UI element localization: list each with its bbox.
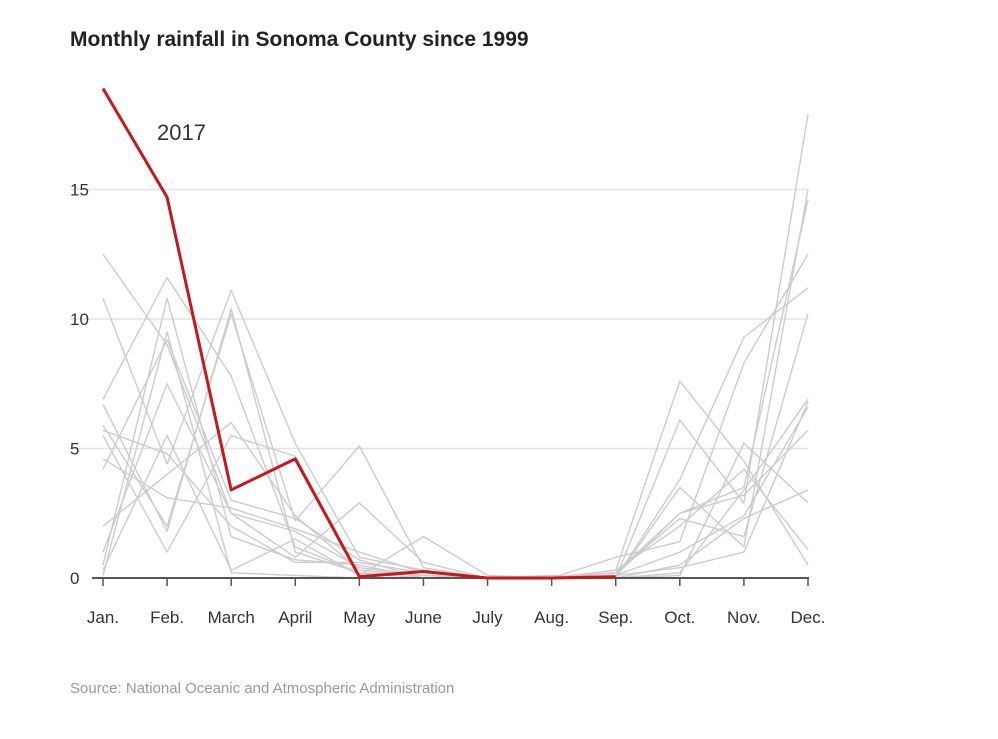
x-tick-label: April: [278, 608, 312, 627]
x-tick-label: Nov.: [727, 608, 761, 627]
x-tick-label: Feb.: [150, 608, 184, 627]
series-line-background: [102, 276, 809, 579]
background-series: [102, 114, 809, 579]
series-line-background: [102, 289, 809, 579]
series-label-2017: 2017: [157, 120, 206, 145]
x-tick-label: June: [405, 608, 442, 627]
x-axis: [92, 577, 809, 586]
x-tick-label: Oct.: [664, 608, 695, 627]
y-tick-label: 10: [70, 310, 89, 329]
chart-title: Monthly rainfall in Sonoma County since …: [70, 28, 529, 51]
highlight-series: [101, 87, 616, 580]
y-tick-label: 5: [70, 440, 79, 459]
x-tick-label: May: [343, 608, 376, 627]
series-line-background: [102, 189, 809, 579]
x-tick-label: July: [472, 608, 503, 627]
x-tick-label: Aug.: [534, 608, 569, 627]
x-tick-label: March: [208, 608, 255, 627]
x-tick-label: Jan.: [87, 608, 119, 627]
x-tick-label: Dec.: [791, 608, 826, 627]
x-tick-label: Sep.: [598, 608, 633, 627]
series-line-background: [102, 307, 809, 579]
axis-labels: 0 5 10 15 Jan. Feb. March April May June July Aug. S…: [70, 120, 825, 627]
y-tick-label: 15: [70, 181, 89, 200]
series-line-background: [102, 114, 809, 579]
series-line-background: [102, 339, 809, 579]
gridlines: [70, 188, 808, 450]
source-note: Source: National Oceanic and Atmospheric…: [70, 680, 455, 697]
y-tick-label: 0: [70, 569, 79, 588]
series-line-2017: [101, 87, 616, 580]
series-line-background: [102, 253, 809, 579]
series-line-background: [102, 297, 809, 579]
